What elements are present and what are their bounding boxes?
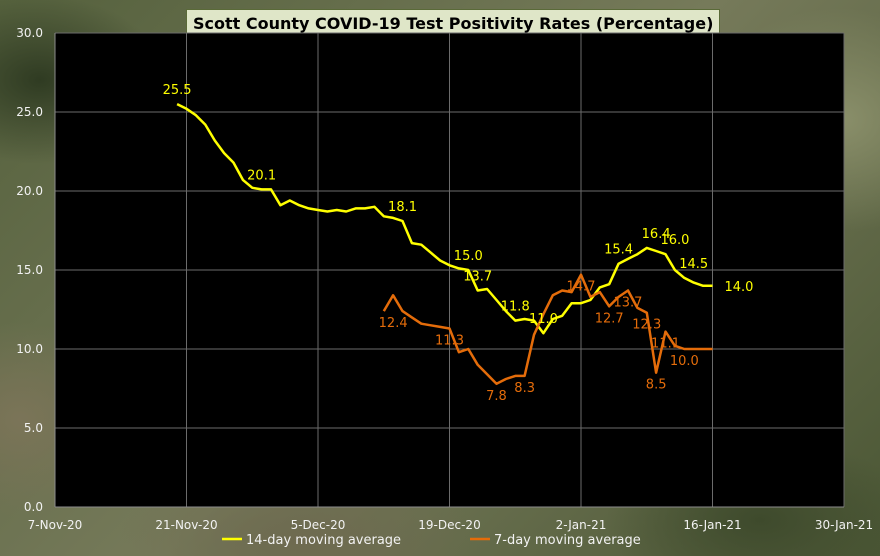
data-label: 11.8 (501, 300, 530, 315)
data-label: 12.3 (632, 318, 661, 333)
data-label: 13.7 (613, 296, 642, 311)
legend-label: 7-day moving average (494, 533, 641, 548)
data-label: 7.8 (486, 389, 507, 404)
data-label: 13.7 (463, 270, 492, 285)
data-label: 11.1 (651, 337, 680, 352)
data-label: 14.0 (725, 280, 754, 295)
data-label: 16.4 (642, 227, 671, 242)
y-tick-label: 30.0 (16, 26, 43, 40)
y-tick-label: 0.0 (24, 500, 43, 514)
y-tick-label: 20.0 (16, 184, 43, 198)
data-label: 8.5 (646, 378, 667, 393)
chart-title: Scott County COVID-19 Test Positivity Ra… (193, 13, 714, 33)
gridlines (55, 32, 845, 507)
data-label: 10.0 (670, 354, 699, 369)
x-tick-label: 2-Jan-21 (556, 518, 607, 532)
x-tick-label: 16-Jan-21 (683, 518, 741, 532)
y-tick-label: 25.0 (16, 105, 43, 119)
x-tick-label: 21-Nov-20 (155, 518, 217, 532)
data-label: 12.7 (595, 311, 624, 326)
x-tick-label: 19-Dec-20 (418, 518, 480, 532)
data-labels: 25.5 20.1 18.1 15.0 13.7 11.811.0 15.4 16.416.0… (163, 83, 754, 404)
legend: 14-day moving average 7-day moving averag… (222, 533, 641, 548)
data-label: 8.3 (514, 381, 535, 396)
data-label: 11.0 (529, 312, 558, 327)
data-label: 11.3 (435, 333, 464, 348)
data-label: 14.7 (567, 280, 596, 295)
legend-label: 14-day moving average (246, 533, 401, 548)
data-label: 25.5 (163, 83, 192, 98)
series-lines (176, 102, 713, 386)
data-label: 12.4 (379, 316, 408, 331)
data-label: 16.0 (660, 233, 689, 248)
y-tick-label: 10.0 (16, 342, 43, 356)
data-label: 15.0 (454, 249, 483, 264)
data-label: 15.4 (604, 243, 633, 258)
y-tick-label: 15.0 (16, 263, 43, 277)
series-line-14day (176, 102, 713, 335)
x-tick-label: 30-Jan-21 (815, 518, 873, 532)
data-label: 18.1 (388, 200, 417, 215)
y-tick-label: 5.0 (24, 421, 43, 435)
data-label: 20.1 (247, 168, 276, 183)
x-tick-label: 7-Nov-20 (28, 518, 83, 532)
data-label: 14.5 (679, 257, 708, 272)
x-tick-label: 5-Dec-20 (291, 518, 346, 532)
axes: 0.0 5.0 10.0 15.0 20.0 25.0 30.0 7-Nov-20 21-Nov… (16, 26, 873, 532)
series-line-7day (382, 273, 713, 386)
chart-title-box: Scott County COVID-19 Test Positivity Ra… (186, 9, 721, 37)
